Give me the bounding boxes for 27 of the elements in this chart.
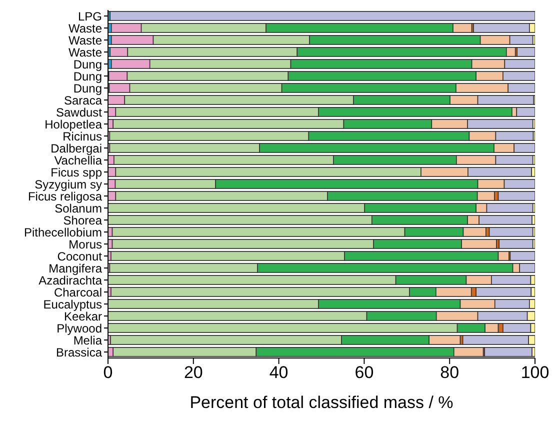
x-tick-label: 80	[440, 363, 460, 382]
y-tick-label: Mangifera	[48, 261, 102, 276]
y-tick-label: Waste	[68, 21, 102, 36]
x-tick-label: 40	[269, 363, 288, 382]
y-tick-label: Holopetlea	[44, 117, 102, 132]
y-tick-label: Dalbergai	[50, 141, 102, 156]
x-tick-label: 100	[520, 363, 550, 382]
x-tick-label: 20	[184, 363, 203, 382]
y-tick-label: Sawdust	[56, 105, 103, 120]
x-tick-label: 60	[354, 363, 374, 382]
y-tick-label: Plywood	[56, 321, 102, 336]
x-tick-label: 0	[103, 363, 113, 382]
y-tick-label: Waste	[68, 45, 102, 60]
y-tick-label: Brassica	[56, 345, 102, 360]
y-tick-label: Shorea	[63, 213, 102, 228]
y-tick-label: Coconut	[57, 249, 103, 264]
y-tick-label: Ricinus	[62, 129, 102, 144]
y-tick-label: Ficus spp	[50, 165, 102, 180]
y-tick-label: Melia	[73, 333, 102, 348]
y-tick-label: Eucalyptus	[43, 297, 102, 312]
x-axis-title: Percent of total classified mass / %	[190, 393, 454, 412]
y-tick-label: Charcoal	[54, 285, 102, 300]
y-tick-label: Dung	[73, 57, 102, 72]
y-tick-label: Waste	[68, 33, 102, 48]
y-tick-label: LPG	[78, 9, 102, 24]
y-tick-label: Morus	[68, 237, 102, 252]
y-tick-label: Pithecellobium	[24, 225, 102, 240]
